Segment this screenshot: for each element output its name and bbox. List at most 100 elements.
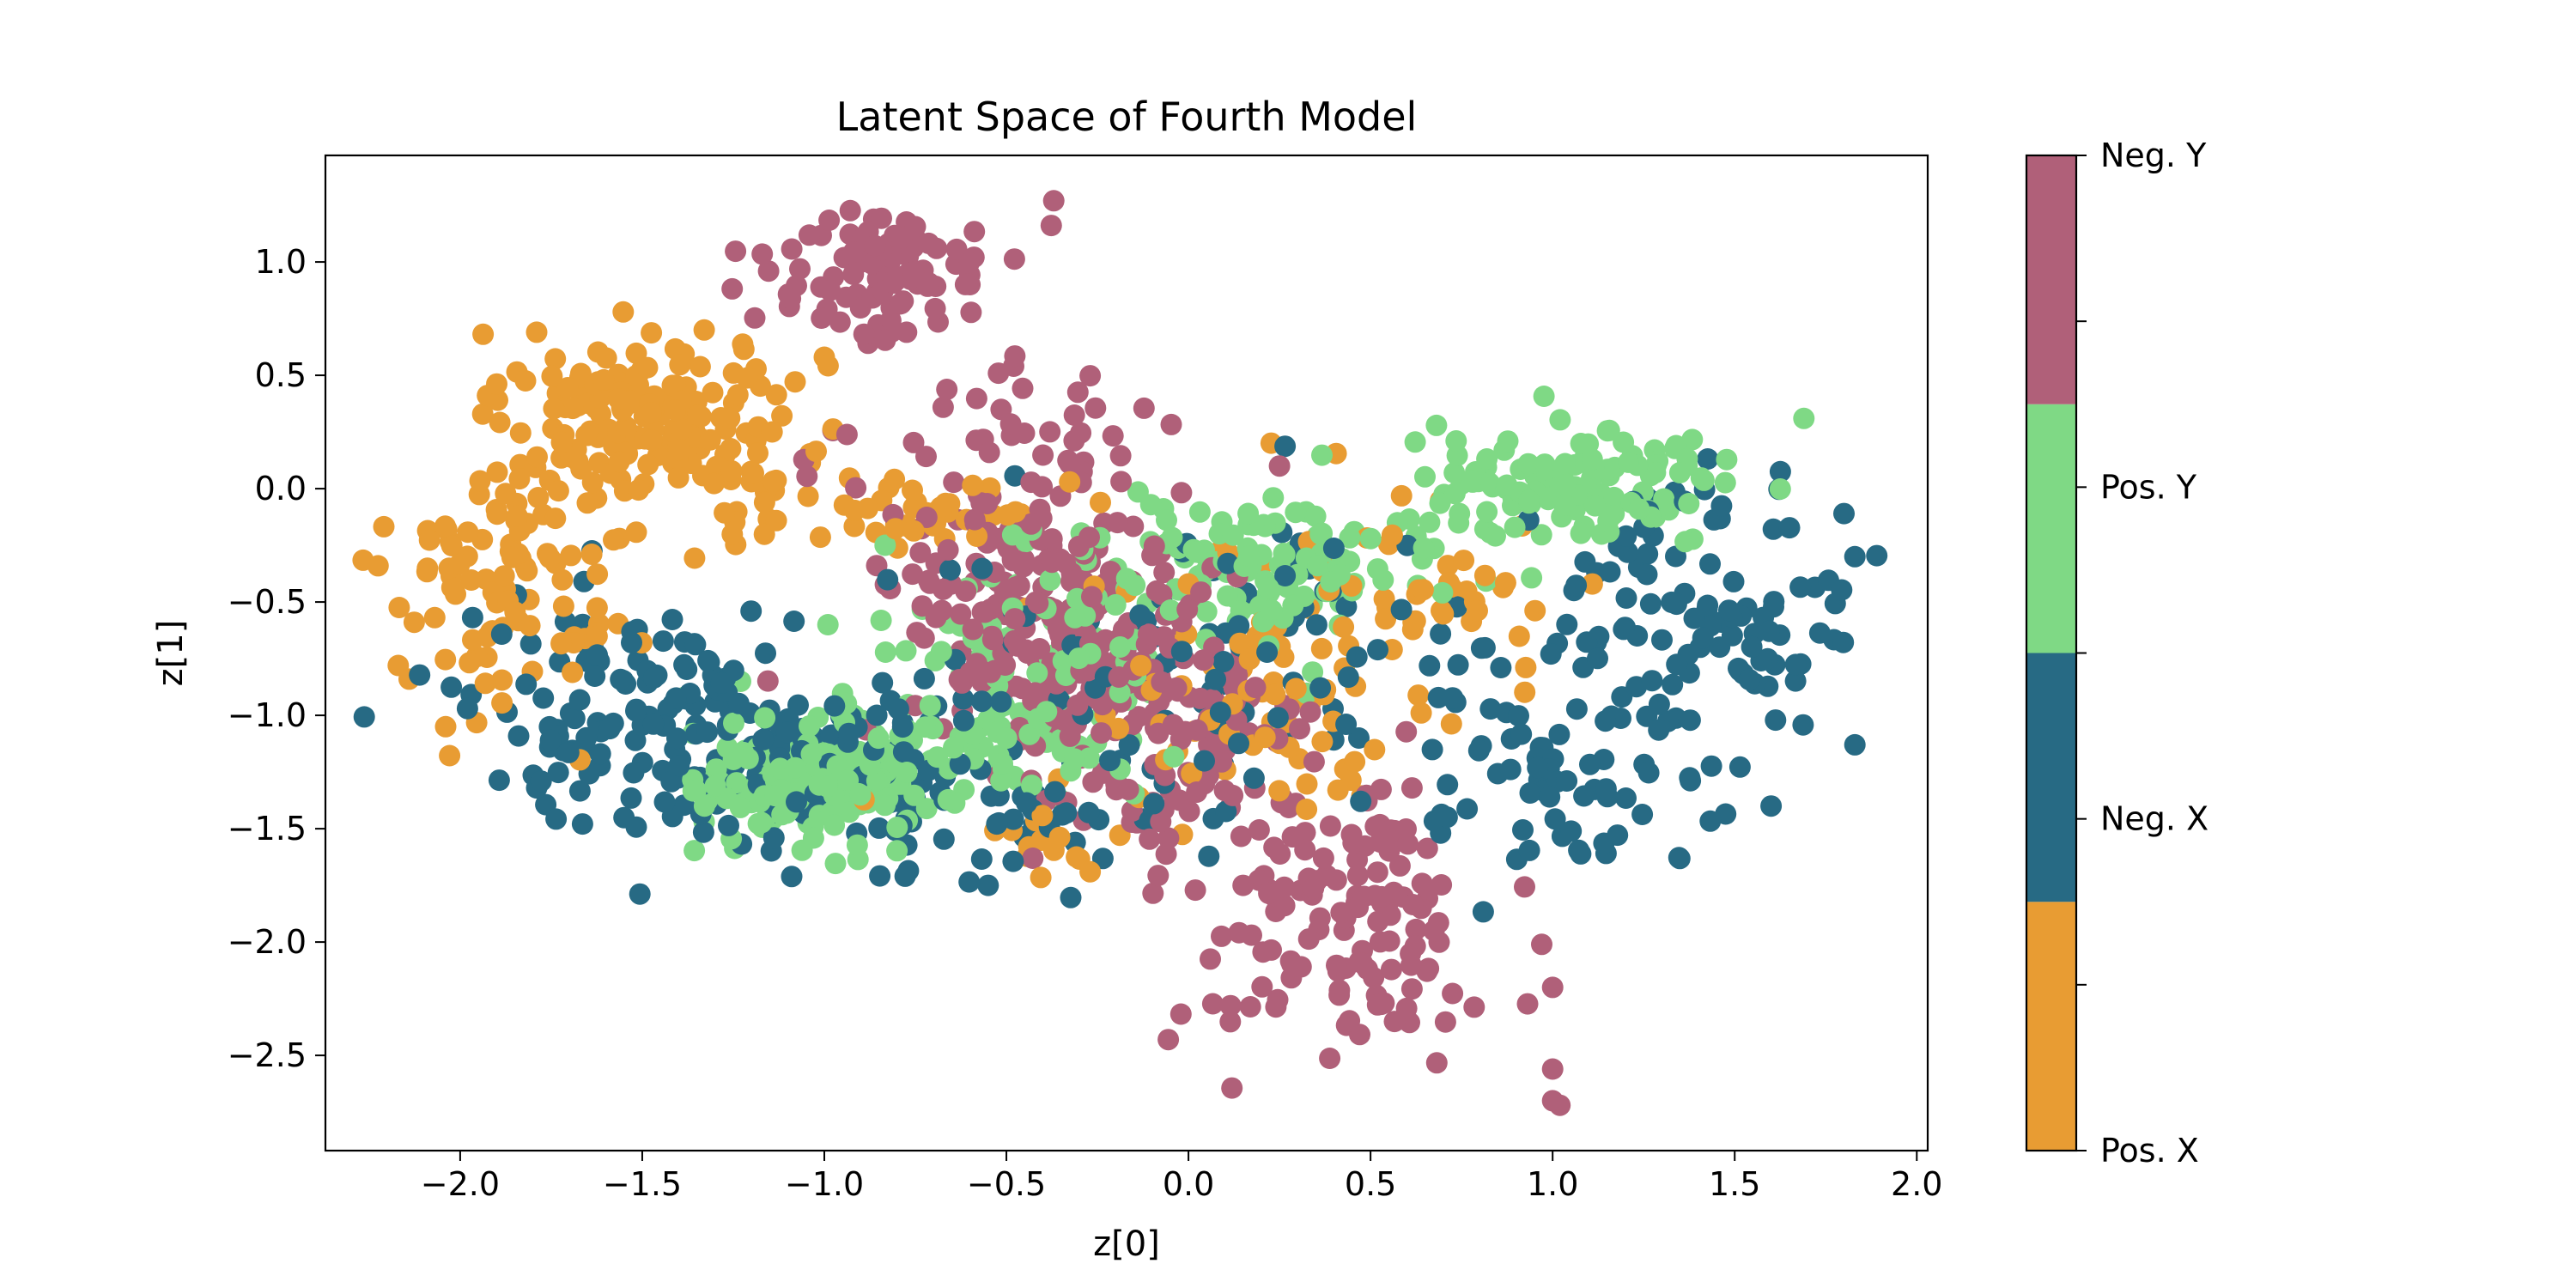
scatter-point-pos-y <box>769 757 791 780</box>
scatter-point-neg-y <box>1012 677 1033 700</box>
scatter-point-neg-y <box>1160 413 1182 435</box>
scatter-point-neg-y <box>1151 671 1173 693</box>
scatter-point-neg-x <box>1322 538 1345 559</box>
scatter-point-neg-x <box>1456 798 1479 820</box>
colorbar-segment-pos-y <box>2026 404 2076 653</box>
scatter-point-neg-x <box>586 644 608 666</box>
scatter-point-neg-x <box>1472 901 1494 923</box>
scatter-point-pos-x <box>641 402 662 424</box>
scatter-point-neg-x <box>1741 635 1763 658</box>
scatter-point-neg-y <box>781 238 803 260</box>
scatter-point-pos-y <box>1366 558 1388 580</box>
scatter-point-neg-x <box>1565 574 1588 597</box>
scatter-point-pos-x <box>714 501 736 524</box>
scatter-point-neg-x <box>488 769 510 792</box>
scatter-point-neg-x <box>568 780 591 802</box>
scatter-point-pos-x <box>526 446 548 468</box>
scatter-point-neg-x <box>1091 848 1114 870</box>
scatter-point-pos-x <box>671 418 693 440</box>
scatter-point-pos-y <box>1445 430 1467 452</box>
scatter-point-pos-x <box>562 398 584 420</box>
scatter-point-pos-y <box>726 772 748 794</box>
scatter-point-neg-y <box>1380 958 1402 981</box>
scatter-point-neg-y <box>1211 925 1232 947</box>
axes-layer: −2.0 −1.5 −1.0 −0.5 0.0 0.5 1.0 1.5 2.0 1.0 0.5 0.0… <box>228 154 1942 1203</box>
scatter-point-neg-y <box>1079 365 1102 387</box>
scatter-point-pos-x <box>423 606 446 629</box>
scatter-point-neg-x <box>1587 647 1608 670</box>
scatter-point-pos-x <box>373 515 395 538</box>
scatter-point-pos-y <box>1533 386 1555 407</box>
scatter-point-neg-x <box>629 883 651 905</box>
scatter-point-pos-y <box>799 715 820 738</box>
scatter-point-pos-x <box>1514 681 1536 703</box>
scatter-point-pos-x <box>747 442 769 465</box>
scatter-point-pos-y <box>937 788 959 811</box>
scatter-point-pos-y <box>1021 775 1042 797</box>
scatter-point-neg-x <box>1274 565 1297 586</box>
scatter-point-neg-y <box>1157 1029 1180 1051</box>
scatter-point-neg-x <box>1512 819 1534 841</box>
scatter-point-pos-x <box>702 381 724 404</box>
scatter-point-pos-y <box>1431 581 1454 604</box>
scatter-point-pos-x <box>491 669 513 691</box>
scatter-point-pos-x <box>1467 599 1488 622</box>
scatter-point-pos-x <box>743 462 764 484</box>
scatter-point-neg-y <box>1319 1048 1341 1069</box>
scatter-point-neg-y <box>1221 1077 1243 1099</box>
scatter-point-pos-x <box>1344 750 1366 773</box>
scatter-point-neg-x <box>1499 758 1522 781</box>
scatter-point-neg-y <box>1157 827 1180 849</box>
scatter-point-pos-y <box>802 827 824 849</box>
scatter-point-pos-y <box>992 752 1013 775</box>
scatter-point-pos-y <box>737 748 759 769</box>
scatter-point-neg-y <box>1147 722 1170 744</box>
scatter-point-pos-x <box>1327 779 1349 801</box>
scatter-point-pos-x <box>805 440 827 463</box>
scatter-point-neg-y <box>1225 709 1248 732</box>
scatter-point-neg-x <box>1615 525 1637 547</box>
scatter-point-neg-y <box>864 234 886 257</box>
scatter-point-neg-y <box>1278 797 1300 818</box>
scatter-point-pos-x <box>1390 484 1413 507</box>
x-tick-label: −1.0 <box>785 1165 864 1203</box>
scatter-point-pos-x <box>457 521 479 544</box>
scatter-point-pos-x <box>1473 564 1496 586</box>
scatter-point-neg-x <box>515 673 538 696</box>
y-tick-label: 1.0 <box>255 243 307 281</box>
scatter-point-neg-y <box>1383 1011 1406 1033</box>
scatter-point-pos-y <box>704 775 726 797</box>
scatter-point-neg-y <box>1312 847 1334 869</box>
scatter-point-pos-y <box>823 814 846 836</box>
scatter-point-pos-y <box>1064 748 1085 770</box>
scatter-point-neg-x <box>545 808 568 830</box>
scatter-point-neg-x <box>1099 750 1121 772</box>
scatter-point-neg-y <box>1184 879 1206 902</box>
scatter-point-pos-x <box>495 483 517 505</box>
scatter-point-pos-x <box>1407 684 1430 707</box>
scatter-point-pos-y <box>1448 512 1470 534</box>
scatter-point-neg-y <box>1367 910 1389 933</box>
scatter-point-pos-y <box>1570 433 1592 454</box>
scatter-point-neg-y <box>1142 882 1164 904</box>
scatter-point-pos-x <box>543 398 565 420</box>
scatter-point-neg-x <box>838 722 860 744</box>
scatter-point-pos-y <box>764 785 787 807</box>
scatter-point-neg-y <box>955 580 977 602</box>
scatter-point-neg-y <box>943 471 965 494</box>
scatter-point-neg-x <box>1808 622 1831 644</box>
scatter-point-neg-x <box>1692 627 1714 649</box>
scatter-point-pos-x <box>765 384 787 406</box>
scatter-point-neg-y <box>924 297 946 319</box>
scatter-point-neg-x <box>409 664 431 686</box>
scatter-point-pos-x <box>687 404 709 426</box>
scatter-point-neg-x <box>1060 886 1082 908</box>
scatter-point-neg-x <box>623 762 645 784</box>
scatter-point-pos-y <box>896 762 918 783</box>
scatter-point-pos-x <box>699 428 721 451</box>
scatter-point-pos-x <box>1079 860 1102 883</box>
scatter-point-pos-x <box>506 505 528 527</box>
scatter-point-pos-x <box>1494 572 1516 594</box>
scatter-point-pos-x <box>489 411 511 434</box>
scatter-point-neg-x <box>1170 641 1193 663</box>
